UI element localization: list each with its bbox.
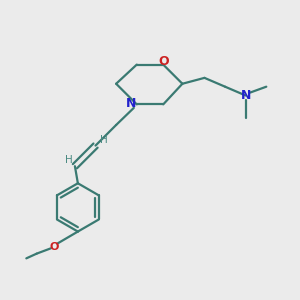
Text: H: H	[100, 135, 108, 145]
Text: N: N	[241, 89, 251, 102]
Text: O: O	[50, 242, 59, 252]
Text: H: H	[64, 155, 72, 165]
Text: N: N	[126, 97, 136, 110]
Text: O: O	[159, 55, 170, 68]
